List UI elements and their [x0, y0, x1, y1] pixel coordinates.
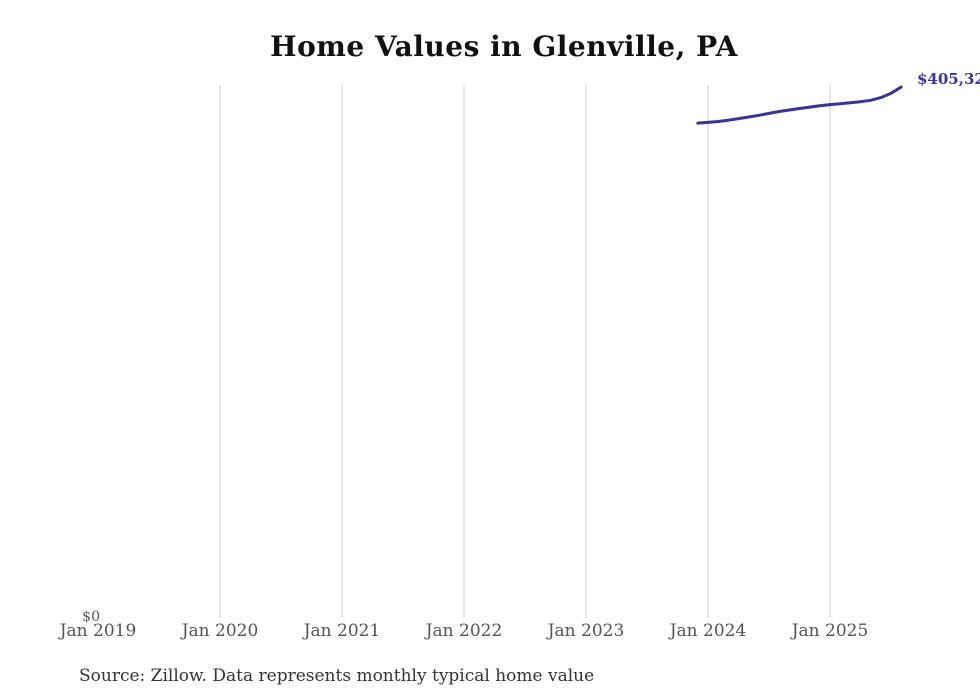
x-tick-label: Jan 2020: [181, 621, 259, 641]
x-tick-label: Jan 2021: [303, 621, 381, 641]
source-note: Source: Zillow. Data represents monthly …: [79, 666, 595, 686]
x-tick-label: Jan 2022: [425, 621, 503, 641]
x-tick-label: Jan 2025: [791, 621, 869, 641]
home-value-line: [696, 85, 903, 125]
x-tick-label: Jan 2019: [59, 621, 137, 641]
x-tick-label: Jan 2024: [669, 621, 747, 641]
y-axis-zero-label: $0: [82, 609, 100, 625]
latest-value-label: $405,325: [917, 70, 980, 88]
x-tick-label: Jan 2023: [547, 621, 625, 641]
chart-title: Home Values in Glenville, PA: [270, 30, 738, 63]
